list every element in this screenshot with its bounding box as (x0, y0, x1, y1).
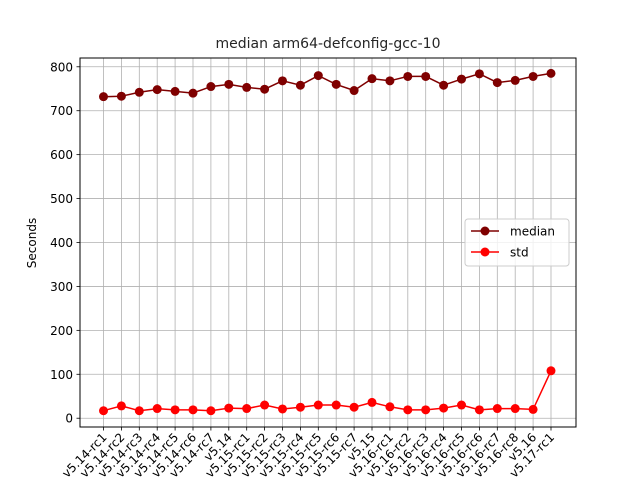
data-point-std (492, 404, 502, 414)
legend-marker-median (480, 226, 490, 236)
data-point-std (367, 397, 377, 407)
data-point-median (510, 75, 520, 85)
y-tick-label: 600 (50, 148, 73, 162)
data-point-std (385, 402, 395, 412)
data-point-std (152, 404, 162, 414)
data-point-median (295, 80, 305, 90)
data-point-std (260, 400, 270, 410)
data-point-median (331, 79, 341, 89)
data-point-std (170, 405, 180, 415)
axes: v5.14-rc1v5.14-rc2v5.14-rc3v5.14-rc4v5.1… (50, 60, 557, 480)
y-axis-label: Seconds (25, 218, 39, 268)
legend-label-median: median (510, 225, 555, 239)
data-point-std (313, 400, 323, 410)
data-point-std (188, 405, 198, 415)
data-point-std (421, 405, 431, 415)
data-point-std (134, 406, 144, 416)
data-point-median (492, 78, 502, 88)
data-point-median (528, 71, 538, 81)
data-point-std (295, 402, 305, 412)
y-tick-label: 300 (50, 280, 73, 294)
data-point-std (546, 366, 556, 376)
data-point-median (224, 79, 234, 89)
data-point-std (349, 402, 359, 412)
legend-label-std: std (510, 246, 529, 260)
series-median (99, 68, 556, 102)
data-point-median (188, 88, 198, 98)
y-tick-label: 0 (65, 412, 73, 426)
chart-title: median arm64-defconfig-gcc-10 (216, 36, 441, 52)
data-point-std (242, 404, 252, 414)
data-point-median (385, 76, 395, 86)
data-point-std (474, 405, 484, 415)
y-tick-label: 100 (50, 368, 73, 382)
series-line-median (103, 72, 552, 98)
data-point-median (99, 92, 108, 102)
data-point-median (457, 74, 466, 84)
y-tick-label: 200 (50, 324, 73, 338)
data-point-std (403, 405, 413, 415)
data-point-std (278, 404, 287, 414)
legend: median std (464, 218, 570, 267)
data-point-std (439, 403, 449, 413)
data-point-std (224, 403, 234, 413)
data-point-median (116, 91, 126, 101)
data-point-std (206, 406, 216, 416)
y-tick-label: 700 (50, 104, 73, 118)
data-point-std (528, 404, 538, 414)
data-point-median (260, 84, 270, 94)
data-point-median (546, 68, 556, 78)
series-layer (99, 68, 556, 416)
data-point-median (278, 76, 287, 86)
series-line-std (103, 370, 552, 412)
data-point-median (349, 86, 359, 96)
data-point-median (152, 85, 162, 95)
data-point-median (206, 82, 216, 92)
data-point-median (242, 82, 252, 92)
data-point-std (331, 400, 341, 410)
data-point-median (367, 74, 377, 84)
y-tick-label: 400 (50, 236, 73, 250)
data-point-median (403, 71, 413, 81)
legend-marker-std (480, 247, 490, 257)
data-point-std (457, 400, 466, 410)
data-point-median (421, 71, 431, 81)
data-point-std (510, 404, 520, 414)
data-point-median (134, 87, 144, 97)
data-point-median (474, 69, 484, 79)
y-tick-label: 500 (50, 192, 73, 206)
data-point-std (116, 401, 126, 411)
y-tick-label: 800 (50, 60, 73, 74)
data-point-median (439, 80, 449, 90)
series-std (99, 366, 556, 416)
data-point-std (99, 406, 108, 416)
data-point-median (170, 86, 180, 96)
data-point-median (313, 71, 323, 81)
